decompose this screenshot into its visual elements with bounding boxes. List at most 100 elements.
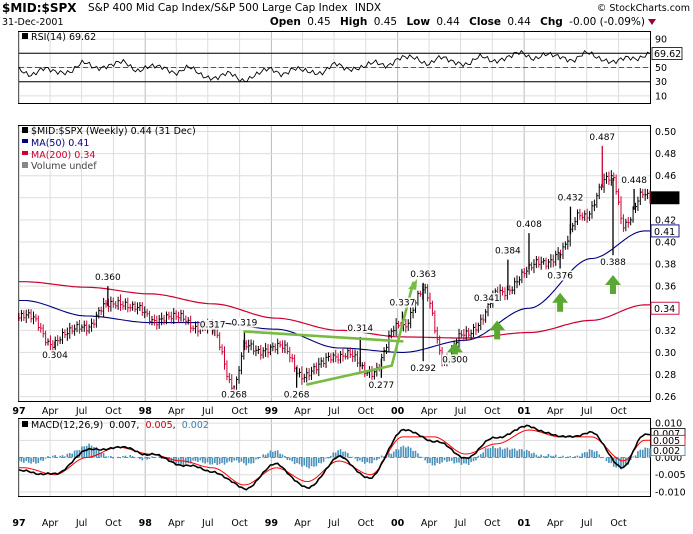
low-value: 0.44 — [436, 16, 460, 28]
chart-header: $MID:$SPX S&P 400 Mid Cap Index/S&P 500 … — [2, 1, 690, 28]
chg-label: Chg — [540, 16, 563, 28]
x-tick-label: 98 — [139, 406, 153, 417]
trendline — [306, 364, 394, 386]
rsi-legend-text: RSI(14) 69.62 — [31, 32, 96, 43]
macd-legend-hist: 0.002 — [182, 420, 209, 431]
rsi-last-value: 69.62 — [654, 49, 681, 60]
price-tick-label: 0.30 — [655, 348, 676, 359]
close-value: 0.44 — [507, 16, 531, 28]
x-tick-label: Jul — [201, 518, 213, 529]
price-legend: $MID:$SPX (Weekly) 0.44 (31 Dec) MA(50) … — [22, 126, 196, 172]
macd-legend-comma-2: , — [173, 420, 176, 431]
macd-legend-prefix: MACD(12,26,9) — [31, 420, 103, 431]
rsi-legend: RSI(14) 69.62 — [22, 32, 96, 43]
support-up-arrow — [489, 320, 506, 340]
macd-signal-line — [19, 429, 650, 486]
x-tick-label: Jul — [201, 406, 213, 417]
description-text: S&P 400 Mid Cap Index/S&P 500 Large Cap … — [88, 2, 348, 14]
price-right-value-box — [650, 224, 680, 238]
price-annotation: 0.360 — [95, 273, 121, 283]
price-annotation: 0.337 — [390, 299, 416, 309]
x-tick-label: Apr — [168, 518, 185, 529]
x-tick-label: Apr — [421, 518, 438, 529]
macd-tick-label: -0.005 — [655, 470, 686, 481]
annotation-bg — [494, 245, 521, 256]
annotation-bg — [410, 268, 437, 279]
price-annotation: 0.363 — [410, 270, 436, 280]
x-tick-label: 97 — [12, 518, 25, 529]
price-annotation: 0.300 — [442, 355, 468, 365]
annotation-bg — [600, 257, 627, 268]
x-tick-label: Jul — [327, 406, 339, 417]
price-right-value: 0.34 — [654, 304, 675, 315]
price-annotation: 0.388 — [600, 258, 626, 268]
macd-legend-comma-1: , — [136, 420, 139, 431]
annotation-bg — [231, 317, 258, 328]
annotation-bg — [515, 219, 542, 230]
macd-legend-swatch — [22, 421, 28, 427]
ohlc-stats: Open 0.45 High 0.45 Low 0.44 Close 0.44 … — [270, 16, 645, 28]
annotation-bg — [389, 297, 416, 308]
x-tick-label: Oct — [484, 518, 501, 529]
annotation-bg — [547, 270, 574, 281]
price-right-value: 0.41 — [654, 227, 675, 238]
chart-date: 31-Dec-2001 — [2, 17, 64, 28]
ma200-line — [19, 281, 650, 339]
price-annotation: 0.277 — [368, 381, 394, 391]
price-tick-label: 0.42 — [655, 215, 676, 226]
x-tick-label: 99 — [265, 518, 278, 529]
annotation-bg — [41, 349, 68, 360]
x-tick-label: 99 — [265, 406, 278, 417]
x-tick-label: Apr — [42, 518, 59, 529]
support-up-arrow — [446, 342, 463, 362]
x-tick-label: Jul — [580, 406, 592, 417]
price-annotation: 0.448 — [621, 176, 647, 186]
price-annotation: 0.268 — [221, 391, 247, 401]
x-tick-label: Apr — [547, 406, 564, 417]
trendline — [243, 330, 404, 343]
macd-tick-label: -0.010 — [655, 487, 686, 498]
x-tick-label: Oct — [231, 518, 248, 529]
rsi-layer — [18, 49, 651, 83]
rsi-tick-label: 90 — [655, 35, 667, 46]
price-annotation: 0.487 — [589, 133, 615, 143]
low-label: Low — [406, 16, 430, 28]
x-tick-label: Apr — [294, 406, 311, 417]
price-annotation: 0.432 — [558, 194, 584, 204]
macd-legend-macd: 0.007 — [109, 420, 136, 431]
close-label: Close — [469, 16, 501, 28]
price-annotation: 0.408 — [516, 220, 542, 230]
price-annotation: 0.304 — [42, 351, 68, 361]
x-tick-label: Oct — [610, 518, 627, 529]
exchange-text: INDX — [355, 2, 381, 14]
symbol-description: S&P 400 Mid Cap Index/S&P 500 Large Cap … — [88, 2, 381, 14]
price-layer: 0.304 0.360 0.317 0.319 0.268 0.268 0.314 0.277… — [18, 131, 652, 401]
ma200-legend-text: MA(200) 0.34 — [31, 150, 95, 161]
chg-down-icon — [648, 19, 656, 25]
trendline-arrowhead — [408, 278, 418, 290]
macd-layer — [18, 424, 651, 491]
x-tick-label: Oct — [358, 518, 375, 529]
x-tick-label: Jul — [75, 518, 87, 529]
annotation-bg — [199, 319, 226, 330]
macd-line — [18, 424, 651, 491]
ma50-legend-text: MA(50) 0.41 — [31, 138, 89, 149]
annotation-bg — [410, 363, 437, 374]
x-tick-label: Jul — [454, 518, 466, 529]
price-tick-label: 0.46 — [655, 171, 676, 182]
price-annotation: 0.317 — [200, 321, 226, 331]
price-tick-label: 0.38 — [655, 260, 676, 271]
x-tick-label: Apr — [42, 406, 59, 417]
rsi-tick-label: 50 — [655, 63, 667, 74]
x-tick-label: 00 — [391, 518, 405, 529]
price-right-value: 0.44 — [654, 194, 678, 205]
price-tick-label: 0.28 — [655, 370, 676, 381]
price-tick-label: 0.32 — [655, 326, 676, 337]
ma200-legend-swatch — [22, 151, 28, 155]
x-tick-label: Apr — [421, 406, 438, 417]
price-tick-label: 0.48 — [655, 149, 676, 160]
macd-legend-text: MACD(12,26,9) 0.007, 0.005, 0.002 — [31, 420, 209, 431]
macd-tick-label: 0.010 — [655, 419, 682, 430]
x-tick-label: Oct — [358, 406, 375, 417]
